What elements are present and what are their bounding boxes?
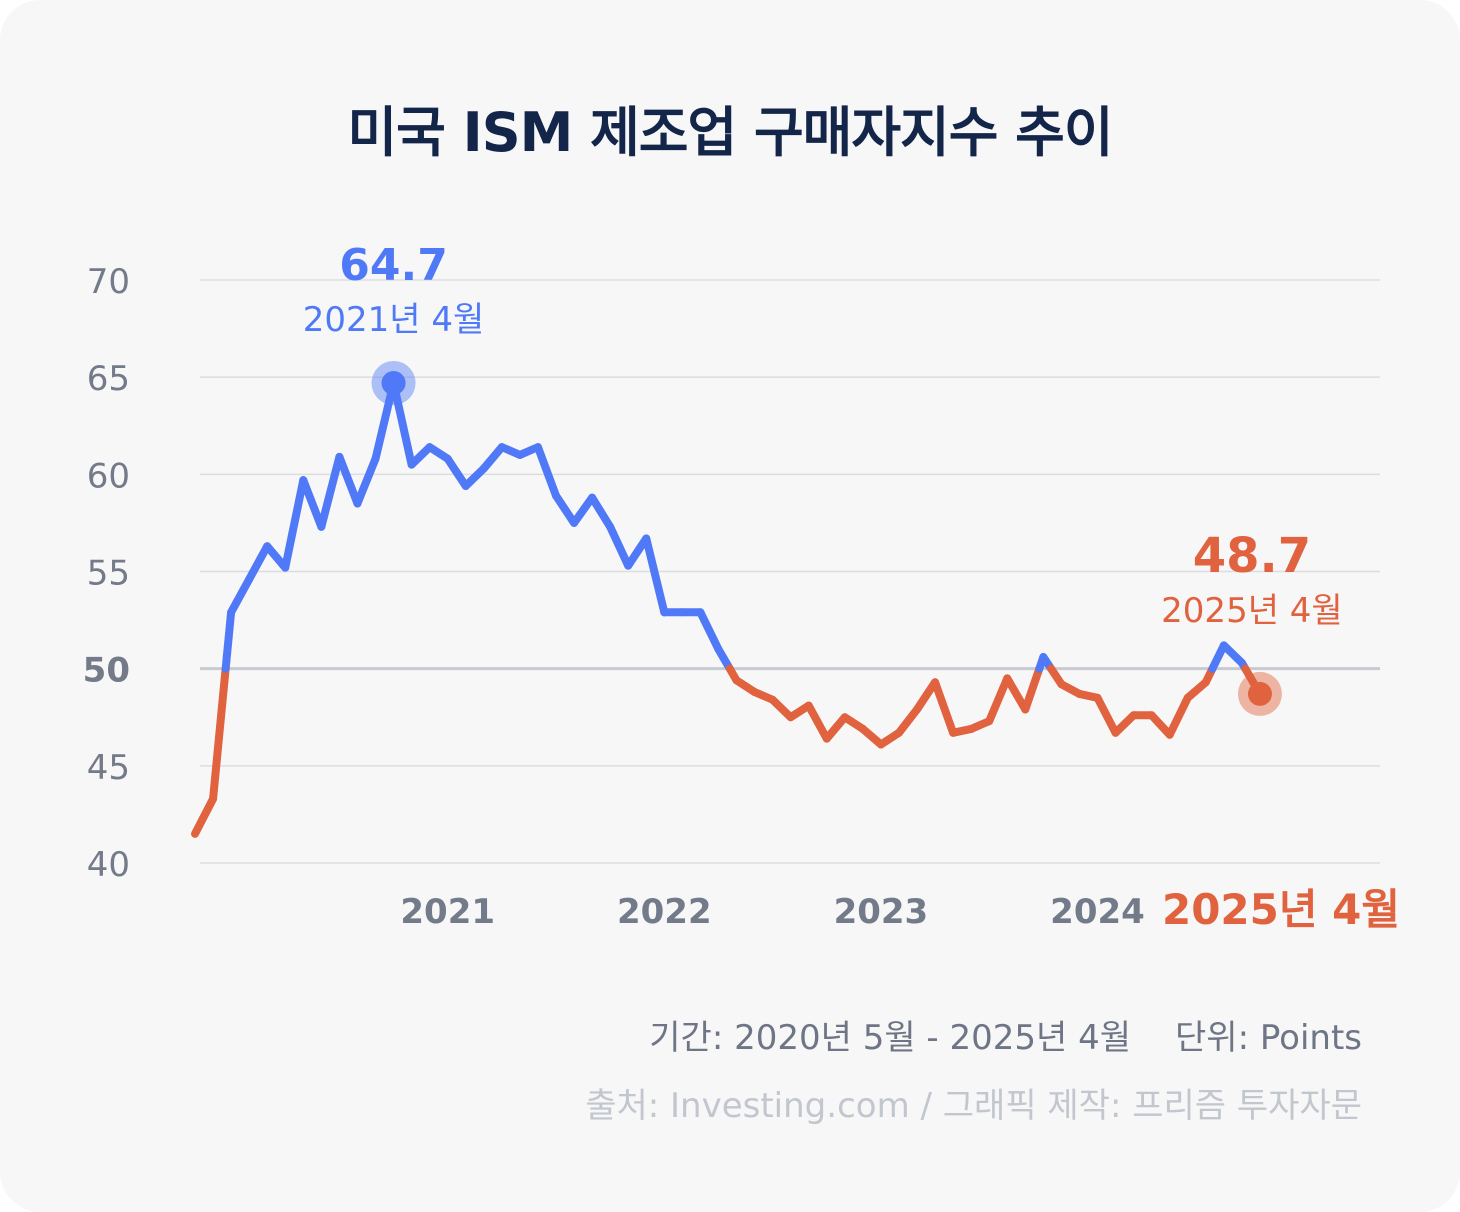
y-tick-label: 50	[83, 651, 130, 691]
line-segment	[552, 491, 579, 527]
line-segment	[227, 575, 254, 617]
latest-value-label: 48.7	[1193, 528, 1311, 584]
x-tick-label: 2022	[617, 892, 712, 932]
line-segment	[221, 608, 236, 673]
line-segment	[191, 794, 218, 838]
y-tick-label: 55	[87, 554, 130, 594]
line-segment	[931, 678, 958, 737]
line-segment	[389, 378, 416, 469]
x-tick-label: 2023	[834, 892, 929, 932]
y-tick-label: 65	[87, 359, 130, 399]
x-tick-label: 2024	[1050, 892, 1145, 932]
x-tick-label: 2021	[400, 892, 495, 932]
line-segment	[353, 454, 380, 508]
y-tick-label: 45	[87, 748, 130, 788]
peak-marker	[381, 370, 406, 395]
line-segment	[371, 378, 398, 463]
line-segment	[894, 705, 921, 737]
line-segment	[913, 678, 940, 714]
latest-date-label: 2025년 4월	[1161, 591, 1343, 631]
y-tick-label: 40	[87, 845, 130, 885]
y-tick-label: 60	[87, 456, 130, 496]
peak-date-label: 2021년 4월	[303, 300, 485, 340]
line-segment	[443, 454, 470, 490]
line-segment	[317, 452, 344, 531]
line-segment	[461, 464, 488, 490]
line-segment	[1003, 674, 1030, 714]
line-segment	[209, 664, 230, 803]
line-segment	[533, 443, 560, 500]
line-segment	[570, 493, 597, 527]
line-segment	[281, 476, 308, 572]
footer-period-unit: 기간: 2020년 5월 - 2025년 4월 단위: Points	[649, 1010, 1362, 1059]
line-segment	[804, 701, 831, 743]
line-segment	[1147, 711, 1174, 739]
line-segment	[1208, 641, 1228, 673]
line-segment	[245, 542, 272, 584]
peak-value-label: 64.7	[339, 240, 448, 291]
line-segment	[1165, 693, 1192, 739]
line-segment	[588, 493, 615, 531]
line-segment	[1021, 664, 1044, 714]
x-end-label: 2025년 4월	[1162, 885, 1400, 934]
line-segment	[299, 476, 326, 531]
line-segment	[606, 522, 633, 570]
line-segment	[407, 443, 434, 469]
line-segment	[642, 534, 669, 617]
line-segment	[335, 452, 362, 508]
y-tick-label: 70	[87, 262, 130, 302]
latest-marker	[1247, 681, 1272, 706]
line-segment	[696, 608, 723, 654]
line-segment	[479, 443, 506, 473]
line-segment	[1093, 693, 1120, 737]
line-segment	[822, 713, 849, 743]
unit-text: 단위: Points	[1175, 1018, 1362, 1058]
line-segment	[1111, 711, 1138, 737]
line-segment	[1219, 641, 1246, 667]
chart-title: 미국 ISM 제조업 구매자지수 추이	[347, 101, 1113, 164]
line-segment	[768, 695, 795, 722]
footer-source: 출처: Investing.com / 그래픽 제작: 프리즘 투자자문	[585, 1086, 1362, 1126]
line-segment	[985, 674, 1012, 726]
period-text: 기간: 2020년 5월 - 2025년 4월	[649, 1018, 1132, 1058]
